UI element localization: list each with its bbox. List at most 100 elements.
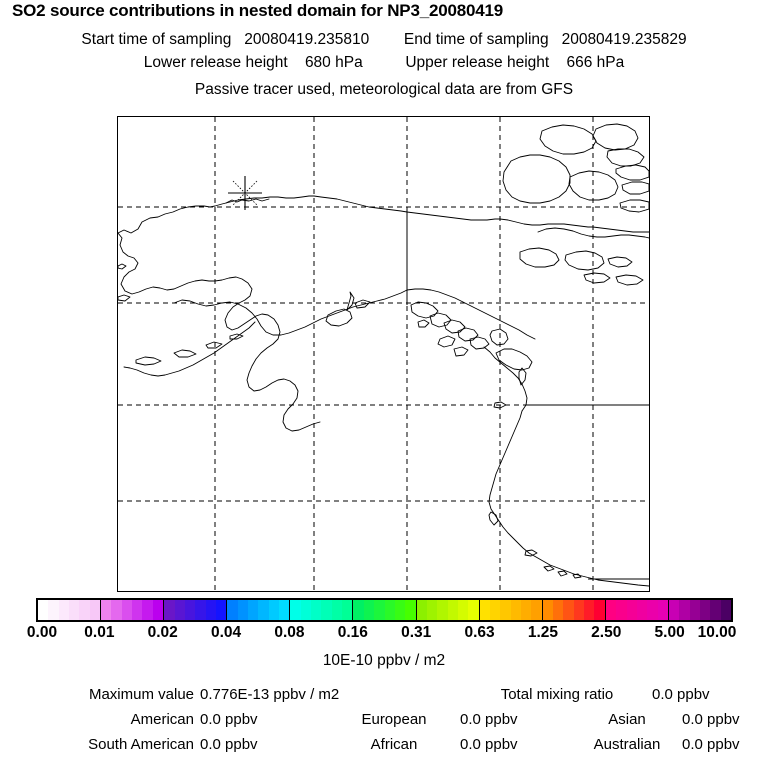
colorbar-step — [227, 600, 238, 620]
end-time-label: End time of sampling — [403, 31, 549, 48]
coastline-channel-islands-2 — [557, 570, 568, 577]
colorbar-tick-label: 5.00 — [654, 624, 685, 641]
colorbar-step — [626, 600, 637, 620]
coastline-cook-inlet — [346, 291, 355, 311]
colorbar-step — [247, 600, 259, 620]
region-label-european: European — [361, 711, 427, 728]
coastline-gulf-of-alaska — [406, 288, 536, 340]
colorbar-step — [290, 600, 301, 620]
coastline-arctic-island-east-1 — [615, 164, 649, 181]
colorbar-step — [384, 600, 395, 620]
colorbar-step — [553, 600, 564, 620]
colorbar-step — [132, 600, 143, 620]
colorbar-step — [542, 600, 554, 620]
colorbar-step — [89, 600, 101, 620]
coastline-arctic-island-east-2 — [621, 181, 649, 195]
colorbar-step — [510, 600, 522, 620]
coastline-lake-detail-3 — [615, 274, 644, 286]
colorbar-step — [636, 600, 648, 620]
colorbar-tick-label: 0.01 — [84, 624, 115, 641]
region-label-australian: Australian — [593, 736, 661, 753]
colorbar-tick-label: 0.02 — [147, 624, 178, 641]
colorbar-step — [521, 600, 532, 620]
region-value-south-american: 0.0 ppbv — [200, 736, 258, 753]
colorbar-step — [720, 600, 731, 620]
colorbar-step — [563, 600, 574, 620]
start-time-value: 20080419.235810 — [244, 31, 370, 48]
coastline-channel-islands-3 — [572, 573, 582, 579]
colorbar-step — [279, 600, 290, 620]
colorbar-step — [437, 600, 448, 620]
colorbar-step — [594, 600, 605, 620]
colorbar-step — [331, 600, 343, 620]
colorbar-tick-label: 1.25 — [527, 624, 558, 641]
coastline-alaska-west — [118, 232, 321, 432]
colorbar-step — [405, 600, 416, 620]
total-mixing-ratio-label: Total mixing ratio — [500, 686, 614, 703]
colorbar-step — [311, 600, 322, 620]
coastline-puget-sound — [518, 367, 527, 386]
colorbar-segment — [290, 600, 354, 620]
colorbar-segment — [227, 600, 291, 620]
coastline-bering-islets — [118, 263, 127, 270]
colorbar-step — [668, 600, 680, 620]
colorbar-tick-label: 0.00 — [26, 624, 58, 641]
footer-region-row-1: American 0.0 ppbv European 0.0 ppbv Asia… — [0, 711, 768, 728]
colorbar-segment — [353, 600, 417, 620]
lower-release-height-label: Lower release height — [143, 54, 288, 71]
colorbar-step — [195, 600, 206, 620]
colorbar-step — [374, 600, 385, 620]
footer-region-row-2: South American 0.0 ppbv African 0.0 ppbv… — [0, 736, 768, 753]
colorbar-tick-label: 0.04 — [210, 624, 242, 641]
total-mixing-ratio-value: 0.0 ppbv — [652, 686, 710, 703]
coastline-channel-islands-1 — [543, 565, 555, 572]
coastline-arctic-island-north-3 — [606, 148, 645, 167]
colorbar-tick-label: 0.63 — [464, 624, 495, 641]
colorbar-step — [468, 600, 479, 620]
page-title: SO2 source contributions in nested domai… — [12, 1, 503, 20]
colorbar-step — [616, 600, 627, 620]
colorbar-step — [101, 600, 112, 620]
colorbar-wrap — [36, 598, 733, 622]
colorbar-step — [699, 600, 711, 620]
release-location-marker — [228, 176, 262, 210]
end-time-value: 20080419.235829 — [561, 31, 687, 48]
colorbar-step — [426, 600, 438, 620]
coastline-aleutian-islets-2 — [173, 349, 197, 358]
colorbar-step — [48, 600, 59, 620]
colorbar-step — [237, 600, 248, 620]
colorbar-step — [164, 600, 175, 620]
colorbar-step — [205, 600, 216, 620]
colorbar-step — [689, 600, 700, 620]
coastline-arctic-island-east-3 — [619, 199, 649, 213]
colorbar-segment — [416, 600, 480, 620]
coastline-great-slave-lake — [564, 250, 605, 271]
upper-release-height-value: 666 hPa — [566, 54, 625, 71]
colorbar-step — [490, 600, 501, 620]
coastline-bering-islets-2 — [118, 294, 131, 302]
map-canvas — [118, 117, 649, 591]
region-label-asian: Asian — [608, 711, 646, 728]
colorbar-step — [321, 600, 332, 620]
tracer-note: Passive tracer used, meteorological data… — [194, 81, 574, 98]
colorbar-segment — [605, 600, 669, 620]
coastline-banks-island — [502, 154, 571, 204]
region-label-african: African — [370, 736, 418, 753]
coastline-alaska-southwest — [173, 289, 408, 336]
colorbar-step — [215, 600, 227, 620]
upper-release-height-label: Upper release height — [405, 54, 550, 71]
colorbar-step — [268, 600, 279, 620]
region-value-asian: 0.0 ppbv — [682, 711, 740, 728]
footer-max-row: Maximum value 0.776E-13 ppbv / m2 Total … — [0, 686, 768, 703]
coastline-lake-detail-2 — [583, 272, 611, 284]
coastline-british-columbia — [483, 346, 528, 412]
start-time-label: Start time of sampling — [81, 31, 232, 48]
coastline-lake-detail — [607, 256, 633, 268]
colorbar-step — [69, 600, 80, 620]
colorbar-step — [353, 600, 364, 620]
colorbar-step — [500, 600, 511, 620]
colorbar — [36, 598, 733, 622]
colorbar-step — [605, 600, 617, 620]
coastlines — [118, 123, 649, 587]
